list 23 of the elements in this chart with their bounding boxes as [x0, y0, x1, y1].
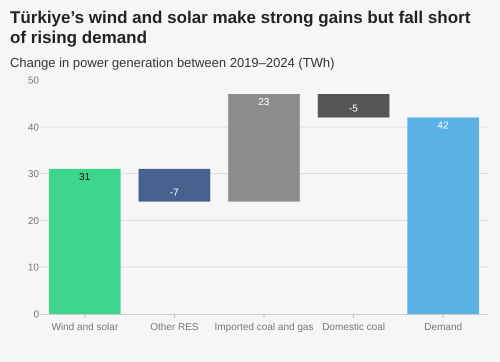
y-tick-label: 10 — [28, 262, 40, 274]
y-tick-label: 30 — [28, 168, 40, 180]
x-tick-label: Imported coal and gas — [214, 322, 314, 333]
data-label: -7 — [170, 187, 180, 198]
x-tick-label: Domestic coal — [322, 322, 386, 333]
x-tick-label: Wind and solar — [51, 322, 119, 333]
bar — [407, 117, 480, 314]
bar — [228, 94, 300, 202]
chart-subtitle: Change in power generation between 2019–2024 (TWh) — [10, 54, 336, 70]
y-tick-label: 0 — [33, 309, 40, 320]
bar — [48, 168, 121, 314]
x-tick-label: Demand — [424, 322, 462, 333]
data-label: 23 — [258, 96, 270, 108]
data-label: 31 — [79, 172, 91, 183]
data-label: 42 — [437, 120, 449, 132]
bar — [318, 94, 390, 118]
data-label: -5 — [348, 103, 358, 114]
chart-title: Türkiye’s wind and solar make strong gains but fall short of rising demand — [10, 8, 472, 49]
bar — [138, 168, 210, 202]
y-tick-label: 40 — [28, 122, 40, 134]
y-tick-label: 20 — [28, 216, 40, 227]
x-tick-label: Other RES — [150, 322, 199, 333]
y-tick-label: 50 — [28, 75, 40, 86]
